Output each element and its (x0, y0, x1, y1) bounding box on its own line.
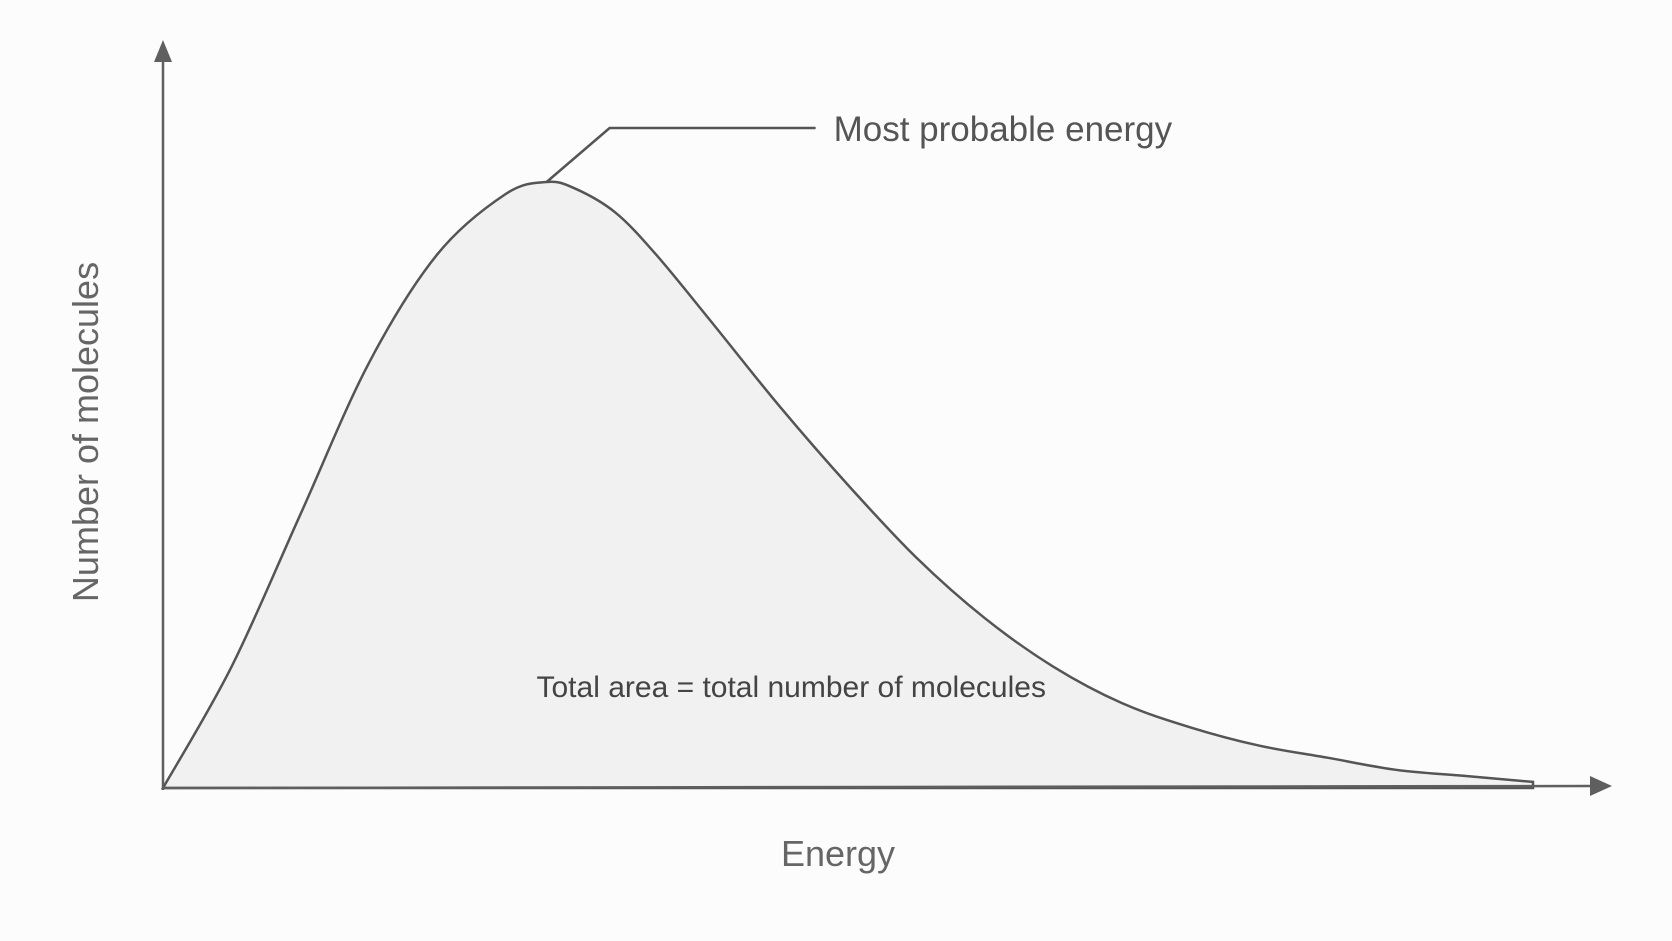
x-axis-label: Energy (781, 833, 895, 874)
y-axis-label: Number of molecules (65, 262, 106, 602)
most-probable-leader-line (545, 126, 816, 183)
x-axis-arrow-icon (1590, 776, 1612, 796)
y-axis-arrow-icon (154, 40, 172, 62)
total-area-label: Total area = total number of molecules (537, 671, 1046, 704)
x-axis (162, 784, 1595, 790)
distribution-curve (160, 180, 1535, 790)
most-probable-energy-label: Most probable energy (834, 110, 1173, 149)
